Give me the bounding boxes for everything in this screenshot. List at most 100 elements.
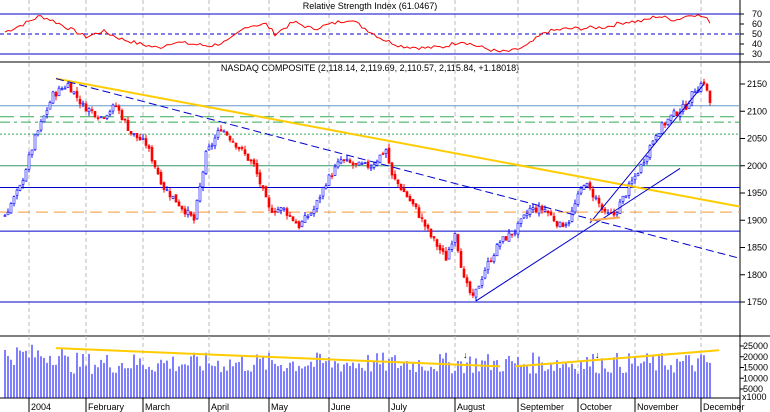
candle-body	[576, 193, 580, 205]
month-label: March	[145, 402, 170, 412]
candle-body	[207, 146, 211, 151]
candle-body	[543, 209, 547, 212]
candle-body	[81, 102, 85, 105]
candle-body	[72, 91, 76, 94]
candle-body	[315, 199, 319, 209]
month-label: August	[457, 402, 486, 412]
candle-body	[405, 191, 409, 198]
candle-body	[579, 187, 583, 194]
trendline	[589, 83, 705, 224]
candle-body	[705, 83, 709, 91]
candle-body	[549, 211, 553, 216]
candle-body	[294, 221, 298, 224]
candle-body	[372, 164, 376, 168]
candle-body	[273, 210, 277, 213]
candle-body	[90, 109, 94, 111]
candle-body	[180, 205, 184, 210]
volume-tick-label: 25000	[743, 341, 768, 351]
candle-body	[192, 214, 196, 221]
candle-body	[237, 146, 241, 150]
candle-body	[597, 197, 601, 204]
candle-body	[117, 105, 121, 111]
candle-body	[27, 154, 31, 170]
candle-body	[633, 175, 637, 180]
trendline	[475, 168, 681, 302]
volume-tick-label: 10000	[743, 373, 768, 383]
arrow-down-icon: ↓	[463, 350, 468, 360]
candle-body	[426, 224, 430, 229]
candle-body	[18, 184, 22, 191]
candle-body	[87, 108, 91, 113]
candle-body	[291, 216, 295, 222]
candle-body	[402, 188, 406, 193]
candle-body	[555, 221, 559, 227]
candle-body	[114, 105, 118, 108]
candle-body	[561, 222, 565, 228]
candle-body	[261, 185, 265, 189]
candle-body	[522, 214, 526, 219]
price-tick-label: 1950	[747, 188, 767, 198]
candle-body	[552, 215, 556, 222]
candle-body	[96, 117, 100, 119]
candle-body	[480, 279, 484, 286]
month-label: October	[580, 402, 612, 412]
candle-body	[60, 88, 64, 90]
candle-body	[12, 196, 16, 204]
candle-body	[675, 111, 679, 117]
candle-body	[465, 277, 469, 284]
candle-body	[354, 163, 358, 165]
candle-body	[303, 215, 307, 223]
candle-body	[267, 197, 271, 208]
candle-body	[636, 173, 640, 177]
arrow-down-icon: ↓	[595, 350, 600, 360]
month-label: July	[391, 402, 408, 412]
price-tick-label: 2100	[747, 106, 767, 116]
month-label: 2004	[31, 402, 51, 412]
rsi-tick-label: 70	[752, 9, 762, 19]
candle-body	[333, 166, 337, 176]
candle-body	[285, 208, 289, 216]
candle-body	[474, 288, 478, 298]
candle-body	[537, 205, 541, 214]
candle-body	[432, 236, 436, 239]
rsi-tick-label: 50	[752, 29, 762, 39]
price-tick-label: 2000	[747, 161, 767, 171]
candle-body	[516, 222, 520, 235]
candle-body	[660, 122, 664, 134]
candle-body	[150, 147, 154, 162]
candle-body	[327, 174, 331, 186]
candle-body	[708, 90, 712, 103]
candle-body	[531, 207, 535, 210]
candle-body	[381, 153, 385, 155]
candle-body	[390, 162, 394, 176]
volume-trendline	[514, 349, 720, 368]
candle-body	[135, 133, 139, 139]
candle-body	[270, 207, 274, 213]
candle-body	[120, 110, 124, 120]
candle-body	[246, 153, 250, 161]
candle-body	[162, 182, 166, 190]
candle-body	[9, 203, 13, 214]
candle-body	[147, 145, 151, 149]
candle-body	[78, 98, 82, 105]
candle-body	[159, 172, 163, 185]
candle-body	[279, 207, 283, 211]
candle-body	[255, 162, 259, 175]
candle-body	[30, 149, 34, 155]
candle-body	[606, 212, 610, 214]
volume-tick-label: 20000	[743, 352, 768, 362]
candle-body	[447, 249, 451, 260]
candle-body	[318, 197, 322, 200]
candle-body	[612, 211, 616, 216]
candle-body	[669, 114, 673, 121]
candle-body	[525, 213, 529, 217]
candle-body	[603, 208, 607, 212]
candle-body	[288, 215, 292, 217]
candle-body	[6, 211, 10, 216]
candle-body	[591, 188, 595, 198]
candle-body	[51, 91, 55, 104]
candle-body	[666, 118, 670, 125]
candle-body	[498, 242, 502, 247]
candle-body	[321, 187, 325, 197]
